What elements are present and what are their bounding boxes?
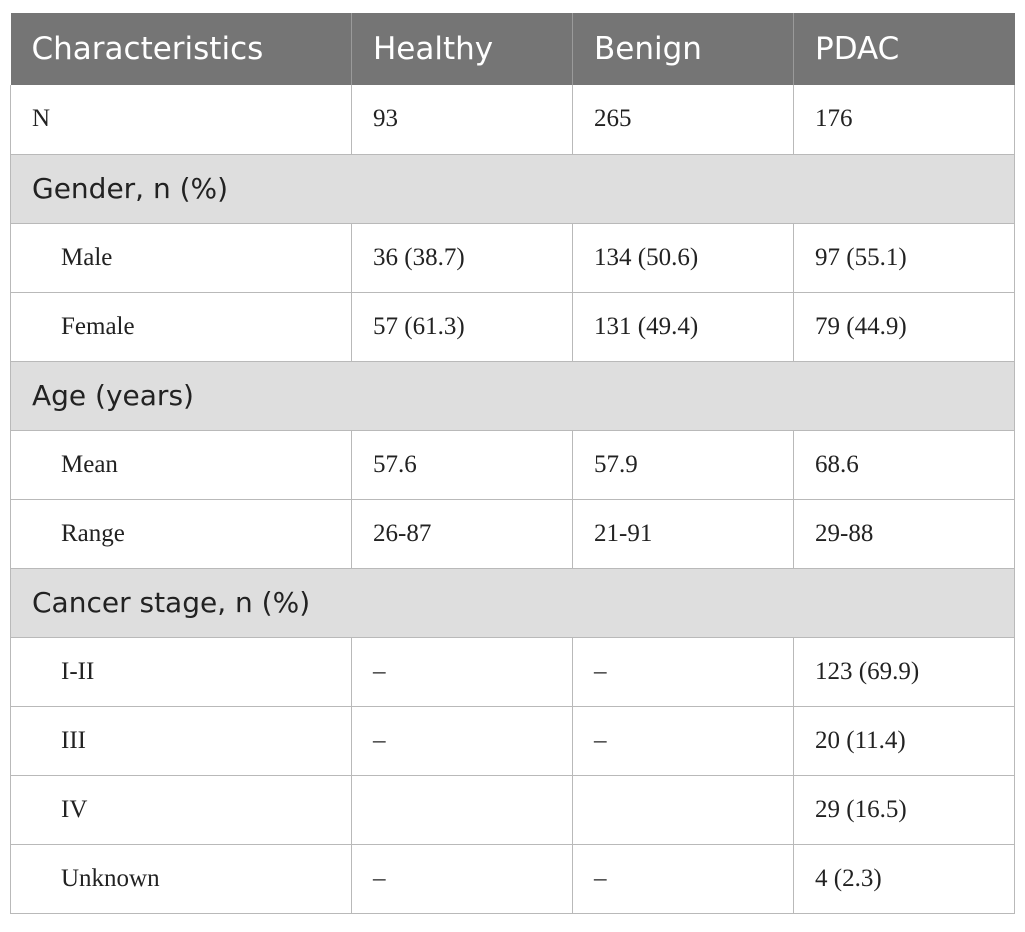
- cell-healthy: 36 (38.7): [351, 222, 573, 293]
- table-row: Range 26-87 21-91 29-88: [10, 498, 1015, 569]
- section-label: Age (years): [10, 360, 1015, 431]
- row-label: Mean: [10, 429, 352, 500]
- table-row: Unknown – –4 (2.3): [10, 843, 1015, 914]
- header-pdac: PDAC: [793, 13, 1015, 85]
- cell-pdac: 97 (55.1): [793, 222, 1015, 293]
- cell-healthy: 57.6: [351, 429, 573, 500]
- section-label: Gender, n (%): [10, 153, 1015, 224]
- cell-benign: [572, 774, 794, 845]
- row-label: Range: [10, 498, 352, 569]
- cell-pdac: 29 (16.5): [793, 774, 1015, 845]
- row-label: Unknown: [10, 843, 352, 914]
- section-row: Age (years): [10, 360, 1015, 431]
- cell-healthy: 93: [351, 85, 573, 155]
- cell-healthy: [351, 774, 573, 845]
- table-row: I-II – –123 (69.9): [10, 636, 1015, 707]
- cell-pdac: 79 (44.9): [793, 291, 1015, 362]
- cell-pdac: 20 (11.4): [793, 705, 1015, 776]
- cell-healthy: 57 (61.3): [351, 291, 573, 362]
- section-label: Cancer stage, n (%): [10, 567, 1015, 638]
- row-label: IV: [10, 774, 352, 845]
- cell-benign: 57.9: [572, 429, 794, 500]
- table-row: III – –20 (11.4): [10, 705, 1015, 776]
- header-row: Characteristics Healthy Benign PDAC: [10, 13, 1015, 85]
- header-characteristics: Characteristics: [10, 13, 352, 85]
- section-row: Gender, n (%): [10, 153, 1015, 224]
- table-row: Male 36 (38.7) 134 (50.6) 97 (55.1): [10, 222, 1015, 293]
- table-row: N 93 265 176: [10, 85, 1015, 155]
- row-label: N: [10, 85, 352, 155]
- row-label: Female: [10, 291, 352, 362]
- cell-pdac: 4 (2.3): [793, 843, 1015, 914]
- table-row: Mean 57.6 57.9 68.6: [10, 429, 1015, 500]
- table-row: IV 29 (16.5): [10, 774, 1015, 845]
- cell-benign: 134 (50.6): [572, 222, 794, 293]
- row-label: III: [10, 705, 352, 776]
- characteristics-table: Characteristics Healthy Benign PDAC N 93 2…: [10, 13, 1015, 914]
- section-row: Cancer stage, n (%): [10, 567, 1015, 638]
- cell-pdac: 123 (69.9): [793, 636, 1015, 707]
- cell-benign: 265: [572, 85, 794, 155]
- cell-healthy: 26-87: [351, 498, 573, 569]
- cell-pdac: 29-88: [793, 498, 1015, 569]
- cell-healthy: –: [351, 843, 573, 914]
- cell-pdac: 176: [793, 85, 1015, 155]
- cell-benign: 131 (49.4): [572, 291, 794, 362]
- row-label: Male: [10, 222, 352, 293]
- cell-benign: –: [572, 636, 794, 707]
- cell-benign: –: [572, 705, 794, 776]
- header-healthy: Healthy: [351, 13, 573, 85]
- header-benign: Benign: [572, 13, 794, 85]
- cell-benign: –: [572, 843, 794, 914]
- table-body: N 93 265 176 Gender, n (%) Male 36 (38.7) 134 (…: [10, 85, 1015, 914]
- table-row: Female 57 (61.3) 131 (49.4) 79 (44.9): [10, 291, 1015, 362]
- cell-healthy: –: [351, 636, 573, 707]
- cell-healthy: –: [351, 705, 573, 776]
- table-header: Characteristics Healthy Benign PDAC: [10, 13, 1015, 85]
- cell-benign: 21-91: [572, 498, 794, 569]
- cell-pdac: 68.6: [793, 429, 1015, 500]
- row-label: I-II: [10, 636, 352, 707]
